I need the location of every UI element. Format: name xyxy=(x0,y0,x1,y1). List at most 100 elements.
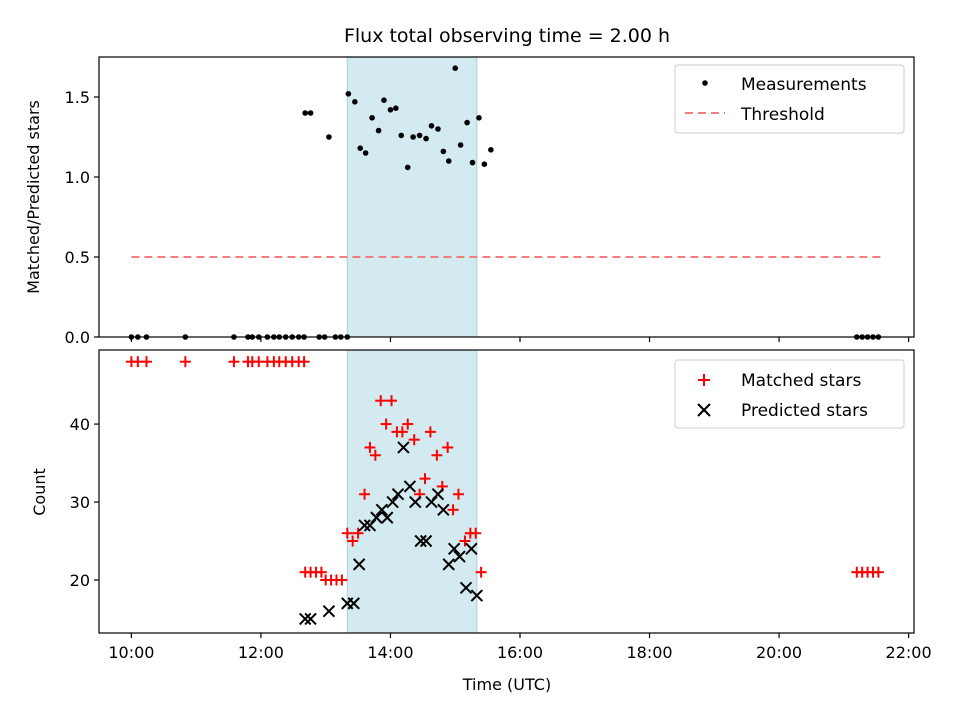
predicted-star-point-2 xyxy=(322,604,336,618)
matched-star-point-2 xyxy=(140,356,152,368)
matched-star-point-24 xyxy=(347,535,359,547)
top-axes-frame xyxy=(98,56,915,338)
predicted-star-point-13 xyxy=(397,441,410,454)
predicted-star-point-25 xyxy=(465,542,478,556)
matched-star-point-41 xyxy=(442,441,454,453)
bottom-legend-box xyxy=(674,359,905,429)
predicted-star-point-24 xyxy=(459,581,473,594)
measurement-point-44 xyxy=(469,159,476,166)
bottom-shaded-interval xyxy=(346,349,478,634)
x-tick-label-1: 12:00 xyxy=(238,643,284,662)
measurement-point-45 xyxy=(476,115,482,121)
measurement-point-15 xyxy=(302,110,308,116)
predicted-star-point-17 xyxy=(419,534,433,548)
matched-star-point-42 xyxy=(447,504,459,516)
x-tick-label-3: 16:00 xyxy=(497,643,543,662)
x-tick-label-2: 14:00 xyxy=(367,643,413,662)
x-axis-label: Time (UTC) xyxy=(462,675,551,694)
matched-star-point-29 xyxy=(375,395,387,407)
matched-star-point-35 xyxy=(408,434,420,446)
bottom-x-ticks: 10:00 12:00 14:00 16:00 18:00 20:00 22:00 xyxy=(108,633,932,662)
measurement-point-46 xyxy=(481,161,488,167)
measurement-point-28 xyxy=(375,127,382,134)
matched-star-point-25 xyxy=(352,527,364,539)
x-tick-label-0: 10:00 xyxy=(108,643,154,662)
matched-star-point-38 xyxy=(424,426,436,438)
predicted-star-point-15 xyxy=(409,495,422,509)
matched-star-point-14 xyxy=(298,356,310,368)
predicted-star-point-8 xyxy=(370,511,383,524)
matched-star-point-18 xyxy=(315,566,327,578)
measurement-point-32 xyxy=(398,132,405,139)
measurement-point-42 xyxy=(457,142,464,148)
top-y-axis-label: Matched/Predicted stars xyxy=(24,100,43,294)
matched-star-point-26 xyxy=(359,488,371,500)
legend-predicted-label: Predicted stars xyxy=(741,401,868,421)
measurement-point-35 xyxy=(416,132,423,139)
matched-star-point-39 xyxy=(431,449,443,461)
measurement-point-34 xyxy=(410,134,416,140)
legend-predicted-marker xyxy=(697,403,711,417)
bottom-legend: Matched stars Predicted stars xyxy=(674,359,905,429)
matched-star-point-4 xyxy=(228,356,240,368)
predicted-star-point-14 xyxy=(403,480,417,493)
legend-threshold-label: Threshold xyxy=(740,105,825,125)
measurement-point-40 xyxy=(445,158,452,164)
bottom-y-axis-label: Count xyxy=(30,468,49,516)
predicted-star-point-11 xyxy=(386,495,399,509)
predicted-star-point-20 xyxy=(437,503,450,517)
top-legend: Measurements Threshold xyxy=(674,64,905,134)
measurement-point-37 xyxy=(428,123,435,129)
matched-star-point-28 xyxy=(369,449,381,461)
top-panel: 0.0 0.5 1.0 1.5 Matched/Predicted stars Mea… xyxy=(24,56,915,347)
x-tick-label-6: 22:00 xyxy=(886,643,932,662)
measurement-point-29 xyxy=(381,97,387,103)
legend-measurements-marker xyxy=(702,80,708,86)
predicted-star-point-12 xyxy=(391,488,405,501)
matched-star-point-34 xyxy=(402,418,414,430)
bottom-y-tick-label-0: 20 xyxy=(70,571,90,590)
matched-star-point-33 xyxy=(396,426,408,438)
matched-star-point-31 xyxy=(386,395,398,407)
measurement-point-43 xyxy=(464,119,470,126)
predicted-star-point-16 xyxy=(414,534,427,548)
matched-star-point-30 xyxy=(380,418,392,430)
measurement-point-24 xyxy=(352,99,358,105)
top-shaded-interval xyxy=(346,56,478,338)
predicted-star-point-9 xyxy=(375,503,389,517)
top-x-ticks xyxy=(130,337,910,342)
matched-star-point-3 xyxy=(179,356,191,368)
matched-star-point-22 xyxy=(336,574,348,586)
measurement-point-25 xyxy=(357,145,364,151)
measurement-points xyxy=(128,65,882,340)
measurement-point-38 xyxy=(435,126,441,132)
top-legend-box xyxy=(674,64,905,134)
chart-title: Flux total observing time = 2.00 h xyxy=(344,25,670,47)
predicted-star-point-23 xyxy=(453,550,466,563)
legend-measurements-label: Measurements xyxy=(741,75,867,95)
x-tick-label-4: 18:00 xyxy=(626,643,672,662)
predicted-star-point-22 xyxy=(447,542,461,556)
top-y-ticks: 0.0 0.5 1.0 1.5 xyxy=(65,88,99,347)
legend-matched-marker xyxy=(698,374,710,386)
bottom-y-tick-label-1: 30 xyxy=(70,493,90,512)
predicted-star-point-10 xyxy=(381,511,394,524)
matched-star-point-23 xyxy=(341,527,353,539)
predicted-star-point-26 xyxy=(470,589,484,602)
bottom-panel: 20 30 40 10:00 12:00 14:00 16:00 18:00 20:00 22:… xyxy=(30,349,932,694)
measurement-point-23 xyxy=(345,91,352,97)
measurement-point-27 xyxy=(369,115,375,121)
predicted-star-point-21 xyxy=(442,558,455,571)
measurement-point-36 xyxy=(423,135,429,142)
measurement-point-31 xyxy=(393,105,399,111)
matched-star-point-47 xyxy=(475,566,487,578)
measurement-point-26 xyxy=(362,150,369,156)
bottom-y-tick-label-2: 40 xyxy=(70,415,90,434)
top-y-tick-label-3: 1.5 xyxy=(65,88,90,107)
legend-matched-label: Matched stars xyxy=(741,371,861,391)
top-y-tick-label-0: 0.0 xyxy=(65,328,90,347)
bottom-y-ticks: 20 30 40 xyxy=(70,415,99,590)
top-y-tick-label-2: 1.0 xyxy=(65,168,90,187)
predicted-star-point-4 xyxy=(347,597,360,610)
measurement-point-41 xyxy=(452,65,459,71)
